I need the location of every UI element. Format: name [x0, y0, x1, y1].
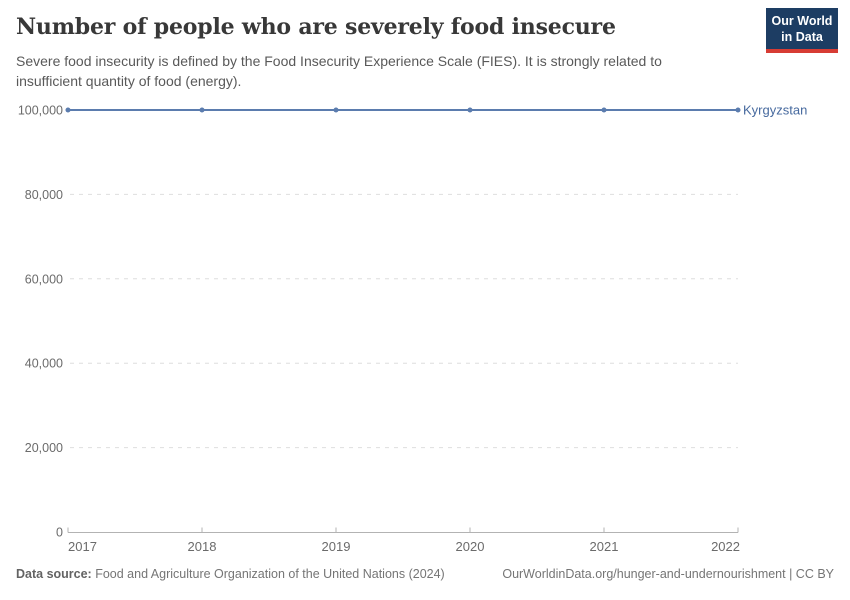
chart-footer: Data source: Food and Agriculture Organi… [16, 567, 834, 581]
datasource-value[interactable]: Food and Agriculture Organization of the… [91, 567, 445, 581]
entity-label[interactable]: Kyrgyzstan [743, 103, 807, 118]
x-tick-label: 2018 [188, 539, 217, 554]
x-tick-label: 2021 [590, 539, 619, 554]
gridlines-group [70, 109, 738, 449]
footer-link[interactable]: OurWorldinData.org/hunger-and-undernouri… [502, 567, 834, 581]
chart-title: Number of people who are severely food i… [16, 14, 616, 40]
data-point[interactable] [333, 107, 339, 113]
x-axis-labels-group: 2017 2018 2019 2020 2021 2022 [68, 539, 740, 554]
datasource-line: Data source: Food and Agriculture Organi… [16, 567, 445, 581]
y-axis-labels-group: 0 20,000 40,000 60,000 80,000 100,000 [18, 104, 63, 540]
datasource-label: Data source: [16, 567, 92, 581]
y-tick-label: 60,000 [25, 272, 63, 286]
owid-logo[interactable]: Our World in Data [766, 8, 838, 53]
data-point[interactable] [601, 107, 607, 113]
data-point[interactable] [65, 107, 71, 113]
owid-logo-line2: in Data [781, 30, 823, 44]
x-axis-group [67, 527, 739, 533]
y-tick-label: 40,000 [25, 357, 63, 371]
x-tick-label: 2019 [322, 539, 351, 554]
owid-logo-line1: Our World [771, 14, 833, 28]
y-tick-label: 0 [56, 526, 63, 540]
data-point[interactable] [199, 107, 205, 113]
data-point[interactable] [467, 107, 473, 113]
chart-subtitle: Severe food insecurity is defined by the… [16, 53, 662, 89]
x-tick-label: 2020 [456, 539, 485, 554]
y-tick-label: 100,000 [18, 104, 63, 118]
data-series-group: Kyrgyzstan [65, 103, 807, 118]
x-tick-label: 2017 [68, 539, 97, 554]
x-tick-label: 2022 [711, 539, 740, 554]
y-tick-label: 20,000 [25, 441, 63, 455]
data-point[interactable] [735, 107, 741, 113]
y-tick-label: 80,000 [25, 188, 63, 202]
